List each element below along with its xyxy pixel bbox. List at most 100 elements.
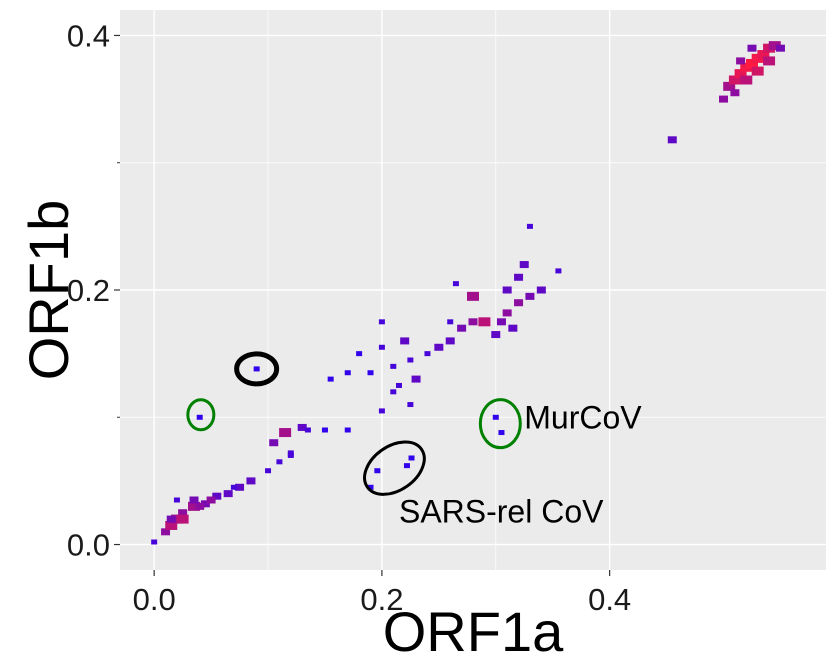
heatmap-tile — [344, 427, 351, 433]
heatmap-tile — [730, 89, 740, 97]
heatmap-tile — [276, 459, 283, 465]
heatmap-tile — [723, 81, 736, 91]
heatmap-tile — [667, 136, 677, 144]
x-tick-label: 0.2 — [360, 582, 403, 617]
heatmap-tile — [395, 382, 402, 388]
x-axis-title: ORF1a — [383, 600, 564, 659]
heatmap-tile — [390, 389, 397, 395]
heatmap-tile — [246, 477, 256, 485]
heatmap-tile — [457, 324, 467, 332]
heatmap-tile — [400, 337, 410, 345]
heatmap-tile — [176, 514, 189, 524]
heatmap-tile — [434, 343, 444, 351]
heatmap-tile — [403, 463, 410, 469]
heatmap-tile — [378, 344, 385, 350]
heatmap-tile — [736, 57, 746, 65]
heatmap-tile — [161, 528, 171, 536]
heatmap-tile — [212, 492, 222, 500]
heatmap-tile — [279, 428, 292, 438]
heatmap-tile — [768, 41, 781, 51]
heatmap-tile — [206, 496, 216, 504]
heatmap-tile — [223, 490, 233, 498]
heatmap-tile — [165, 520, 178, 530]
x-tick-label: 0.4 — [588, 582, 631, 617]
heatmap-tile — [178, 509, 188, 517]
heatmap-tile — [407, 357, 414, 363]
heatmap-tile — [378, 319, 385, 325]
heatmap-tile — [478, 317, 491, 327]
heatmap-tile — [445, 337, 455, 345]
heatmap-tile — [269, 439, 279, 447]
heatmap-tile — [200, 500, 210, 508]
y-tick-label: 0.2 — [67, 273, 110, 308]
heatmap-tile — [287, 450, 294, 456]
heatmap-tile — [719, 95, 729, 103]
heatmap-tile — [189, 496, 199, 504]
heatmap-tile — [367, 484, 374, 490]
heatmap-tile — [166, 515, 176, 523]
heatmap-tile — [526, 223, 533, 229]
cluster-highlights — [186, 351, 522, 496]
heatmap-tile — [356, 351, 363, 357]
heatmap-tile — [304, 427, 311, 433]
heatmap-tile — [390, 363, 397, 369]
heatmap-tile — [757, 50, 770, 60]
heatmap-tile — [740, 75, 753, 85]
heatmap-tile — [195, 502, 205, 510]
heatmap-tile — [502, 286, 512, 294]
heatmap-tile — [508, 324, 518, 332]
heatmap-tile — [297, 423, 307, 431]
heatmap-tile — [188, 501, 201, 511]
heatmap-tile — [321, 427, 328, 433]
heatmap-tile — [235, 483, 245, 491]
heatmap-tile — [751, 66, 764, 76]
heatmap-tile — [775, 44, 785, 52]
y-axis-title: ORF1b — [17, 200, 80, 381]
annotations: MurCoV SARS-rel CoV — [399, 399, 642, 529]
heatmap-tile — [411, 375, 421, 383]
heatmap-tile — [747, 44, 757, 52]
heatmap-tile — [514, 273, 524, 281]
highlight-ellipse — [186, 398, 216, 432]
heatmap-tile — [407, 402, 414, 408]
heatmap-tile — [253, 366, 260, 372]
annotation-sars-rel-cov: SARS-rel CoV — [399, 493, 604, 529]
heatmap-tile — [408, 455, 415, 461]
highlight-ellipse — [234, 351, 280, 387]
heatmap-tile — [514, 299, 524, 307]
heatmap-tile — [763, 56, 776, 66]
highlight-ellipse — [478, 398, 522, 450]
y-tick-label: 0.4 — [67, 18, 110, 53]
heatmap-tile — [378, 408, 385, 414]
grid-lines — [120, 10, 826, 570]
heatmap-tile — [447, 319, 454, 325]
heatmap-tile — [745, 58, 758, 68]
heatmap-tiles — [151, 41, 785, 545]
heatmap-tile — [196, 414, 203, 420]
heatmap-tile — [555, 268, 562, 274]
heatmap-tile — [519, 261, 529, 269]
heatmap-tile — [265, 468, 272, 474]
heatmap-tile — [502, 309, 512, 317]
heatmap-tile — [344, 370, 351, 376]
heatmap-tile — [173, 497, 180, 503]
heatmap-tile — [468, 318, 478, 326]
heatmap-tile — [424, 351, 431, 357]
heatmap-tile — [452, 281, 459, 287]
heatmap-tile — [496, 318, 506, 326]
heatmap-tile — [374, 468, 381, 474]
heatmap-tile — [734, 69, 747, 79]
annotation-murcov: MurCoV — [524, 399, 642, 435]
y-tick-label: 0.0 — [67, 528, 110, 563]
highlight-ellipse — [363, 440, 426, 496]
heatmap-tile — [498, 430, 505, 436]
axes: 0.0 0.2 0.4 0.0 0.2 0.4 ORF1a ORF1b — [17, 18, 631, 659]
heatmap-tile — [491, 331, 501, 339]
heatmap-tile — [367, 370, 374, 376]
heatmap-tile — [287, 452, 294, 458]
heatmap-tile — [525, 292, 535, 300]
heatmap-tile — [151, 539, 158, 545]
heatmap-tile — [327, 376, 334, 382]
heatmap-tile — [728, 75, 741, 85]
